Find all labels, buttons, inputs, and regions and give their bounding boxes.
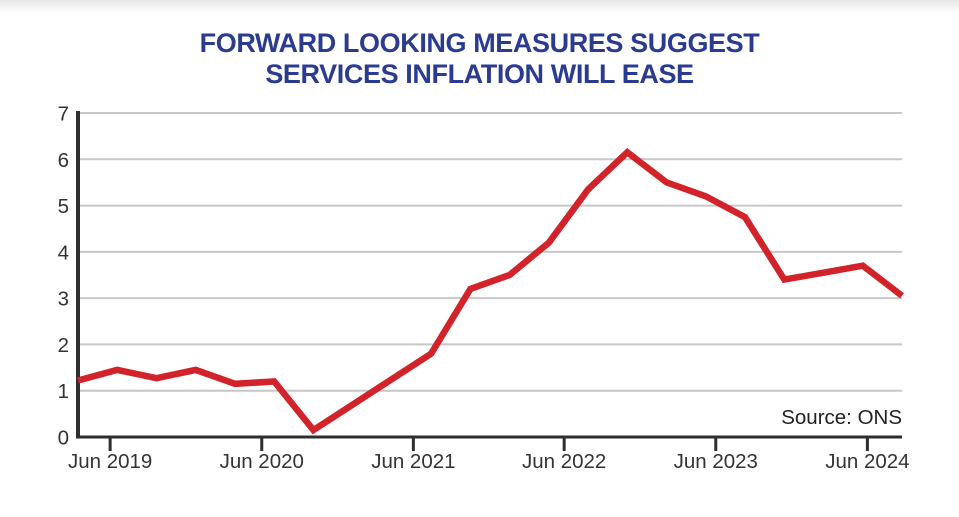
x-axis-tick-label: Jun 2020 (220, 450, 304, 473)
y-axis-tick-label: 6 (58, 149, 69, 172)
x-axis-tick-label: Jun 2021 (371, 450, 455, 473)
y-axis-tick-label: 3 (58, 288, 69, 311)
y-axis-tick-label: 4 (58, 241, 69, 264)
chart-title-line1: FORWARD LOOKING MEASURES SUGGEST (199, 28, 760, 58)
x-axis-tick-label: Jun 2019 (68, 450, 152, 473)
chart-title: FORWARD LOOKING MEASURES SUGGEST SERVICE… (0, 28, 959, 90)
y-axis-tick-label: 7 (58, 103, 69, 126)
x-axis-tick-label: Jun 2023 (674, 450, 758, 473)
series-line-services-inflation-forward-measure (77, 148, 904, 435)
y-axis-tick-label: 5 (58, 195, 69, 218)
source-label: Source: ONS (781, 406, 902, 429)
y-axis-tick-label: 2 (58, 334, 69, 357)
y-axis-tick-label: 1 (58, 380, 69, 403)
x-axis-tick-label: Jun 2024 (825, 450, 909, 473)
top-edge-fade (0, 0, 959, 13)
chart-title-line2: SERVICES INFLATION WILL EASE (265, 59, 694, 89)
y-axis-tick-label: 0 (58, 427, 69, 450)
x-axis-tick-label: Jun 2022 (522, 450, 606, 473)
